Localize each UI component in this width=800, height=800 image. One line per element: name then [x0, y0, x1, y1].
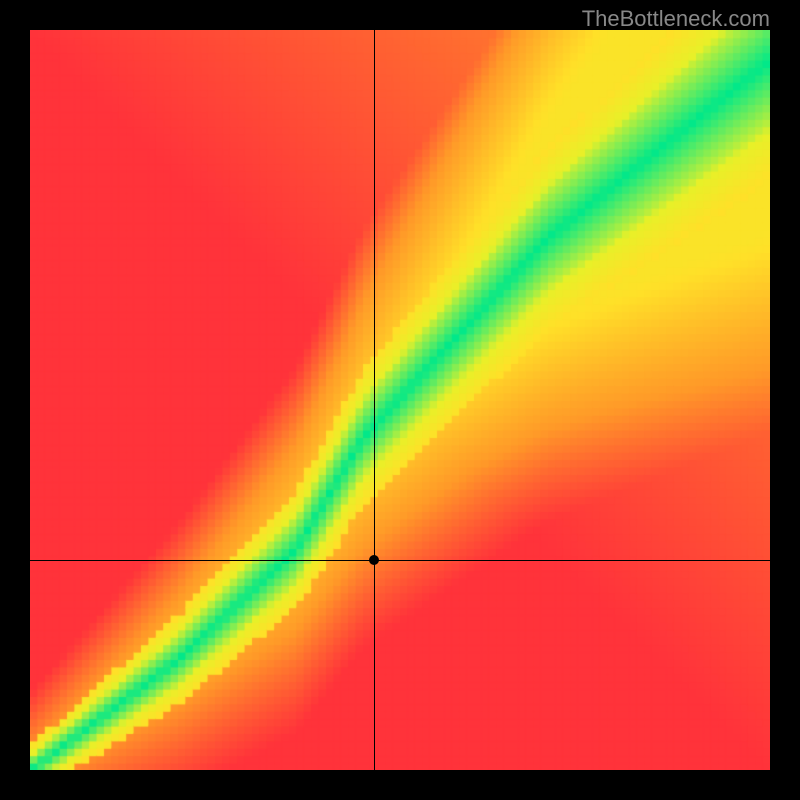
- bottleneck-heatmap-container: [30, 30, 770, 770]
- crosshair-vertical: [374, 30, 375, 770]
- crosshair-horizontal: [30, 560, 770, 561]
- bottleneck-heatmap: [30, 30, 770, 770]
- selection-marker: [369, 555, 379, 565]
- watermark-text: TheBottleneck.com: [582, 6, 770, 32]
